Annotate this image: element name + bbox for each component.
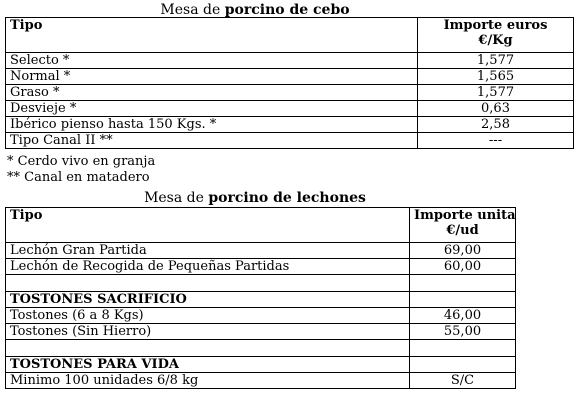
lechones-importe-cell: 46,00 bbox=[409, 307, 516, 324]
blank-cell bbox=[409, 291, 516, 308]
blank-cell bbox=[5, 339, 410, 357]
cebo-col-importe: Importe euros €/Kg bbox=[417, 17, 574, 53]
section-vida-label: TOSTONES PARA VIDA bbox=[5, 356, 410, 373]
blank-cell bbox=[5, 274, 410, 292]
table-row: Selecto * 1,577 bbox=[5, 52, 574, 69]
table-row: Graso * 1,577 bbox=[5, 84, 574, 101]
blank-row bbox=[5, 274, 516, 292]
cebo-importe-cell: 2,58 bbox=[417, 116, 574, 133]
cebo-tipo-cell: Ibérico pienso hasta 150 Kgs. * bbox=[5, 116, 418, 133]
lechones-importe-cell: 55,00 bbox=[409, 323, 516, 340]
cebo-title-bold: porcino de cebo bbox=[224, 2, 350, 18]
lechones-title-bold: porcino de lechones bbox=[208, 190, 366, 206]
cebo-title-prefix: Mesa de bbox=[160, 2, 221, 18]
table-row: Lechón Gran Partida 69,00 bbox=[5, 242, 516, 259]
lechones-title-prefix: Mesa de bbox=[144, 190, 204, 206]
section-row: TOSTONES PARA VIDA bbox=[5, 356, 516, 373]
section-row: TOSTONES SACRIFICIO bbox=[5, 291, 516, 308]
lechones-tipo-cell: Lechón de Recogida de Pequeñas Partidas bbox=[5, 258, 410, 275]
lechones-importe-cell: S/C bbox=[409, 372, 516, 389]
cebo-note: * Cerdo vivo en granja bbox=[7, 154, 156, 169]
cebo-header-row: Tipo Importe euros €/Kg bbox=[5, 17, 574, 53]
lechones-tipo-cell: Tostones (Sin Hierro) bbox=[5, 323, 410, 340]
cebo-col-importe-line1: Importe euros bbox=[443, 18, 548, 34]
lechones-importe-cell: 69,00 bbox=[409, 242, 516, 259]
cebo-table: Tipo Importe euros €/Kg Selecto * 1,577 … bbox=[5, 17, 574, 149]
lechones-col-importe-line2: €/ud bbox=[446, 223, 479, 238]
lechones-header-row: Tipo Importe unitario €/ud bbox=[5, 207, 516, 243]
table-row: Tipo Canal II ** --- bbox=[5, 132, 574, 149]
table-row: Minimo 100 unidades 6/8 kg S/C bbox=[5, 372, 516, 389]
cebo-notes: * Cerdo vivo en granja ** Canal en matad… bbox=[7, 154, 155, 186]
table-row: Tostones (6 a 8 Kgs) 46,00 bbox=[5, 307, 516, 324]
table-row: Ibérico pienso hasta 150 Kgs. * 2,58 bbox=[5, 116, 574, 133]
table-row: Normal * 1,565 bbox=[5, 68, 574, 85]
blank-cell bbox=[409, 339, 516, 357]
lechones-title: Mesa de porcino de lechones bbox=[0, 189, 510, 207]
cebo-tipo-cell: Tipo Canal II ** bbox=[5, 132, 418, 149]
cebo-col-importe-line2: €/Kg bbox=[478, 33, 513, 48]
cebo-importe-cell: --- bbox=[417, 132, 574, 149]
section-sacrificio-label: TOSTONES SACRIFICIO bbox=[5, 291, 410, 308]
cebo-importe-cell: 1,577 bbox=[417, 52, 574, 69]
lechones-tipo-cell: Minimo 100 unidades 6/8 kg bbox=[5, 372, 410, 389]
blank-row bbox=[5, 339, 516, 357]
cebo-note: ** Canal en matadero bbox=[7, 170, 150, 185]
lechones-col-importe: Importe unitario €/ud bbox=[409, 207, 516, 243]
cebo-importe-cell: 1,577 bbox=[417, 84, 574, 101]
table-row: Desvieje * 0,63 bbox=[5, 100, 574, 117]
table-row: Lechón de Recogida de Pequeñas Partidas … bbox=[5, 258, 516, 275]
cebo-tipo-cell: Desvieje * bbox=[5, 100, 418, 117]
cebo-tipo-cell: Graso * bbox=[5, 84, 418, 101]
cebo-tipo-cell: Normal * bbox=[5, 68, 418, 85]
cebo-col-tipo: Tipo bbox=[5, 17, 418, 53]
lechones-col-importe-line1: Importe unitario bbox=[414, 208, 516, 224]
lechones-tipo-cell: Lechón Gran Partida bbox=[5, 242, 410, 259]
cebo-tipo-cell: Selecto * bbox=[5, 52, 418, 69]
table-row: Tostones (Sin Hierro) 55,00 bbox=[5, 323, 516, 340]
lechones-importe-cell: 60,00 bbox=[409, 258, 516, 275]
lechones-tipo-cell: Tostones (6 a 8 Kgs) bbox=[5, 307, 410, 324]
blank-cell bbox=[409, 356, 516, 373]
cebo-title: Mesa de porcino de cebo bbox=[0, 1, 510, 19]
lechones-table: Tipo Importe unitario €/ud Lechón Gran P… bbox=[5, 207, 516, 389]
cebo-importe-cell: 1,565 bbox=[417, 68, 574, 85]
blank-cell bbox=[409, 274, 516, 292]
lechones-col-tipo: Tipo bbox=[5, 207, 410, 243]
cebo-importe-cell: 0,63 bbox=[417, 100, 574, 117]
